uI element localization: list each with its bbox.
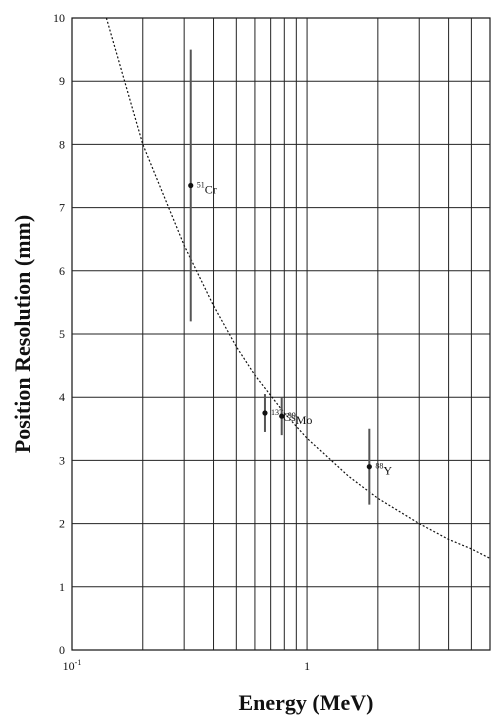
y-tick-label: 5 <box>59 327 65 341</box>
isotope-symbol: Cs <box>283 410 296 424</box>
x-tick-exponent: -1 <box>75 658 82 667</box>
fit-curve-group <box>105 17 491 559</box>
data-point-cr: 51Cr <box>188 49 217 322</box>
y-tick-label: 6 <box>59 264 65 278</box>
fit-curve <box>105 17 491 559</box>
data-point-mo: 99Mo <box>279 397 313 436</box>
y-tick-label: 9 <box>59 74 65 88</box>
isotope-symbol: Cr <box>205 182 217 196</box>
data-marker <box>366 464 372 470</box>
point-label: 137Cs <box>271 408 296 424</box>
y-tick-label: 7 <box>59 201 65 215</box>
data-marker <box>279 413 285 419</box>
data-point-cs: 137Cs <box>262 394 296 432</box>
y-tick-label: 1 <box>59 580 65 594</box>
isotope-symbol: Mo <box>296 413 313 427</box>
y-tick-label: 2 <box>59 517 65 531</box>
y-tick-label: 8 <box>59 137 65 151</box>
x-tick-label: 10-1 <box>63 658 82 673</box>
y-axis-title: Position Resolution (mm) <box>10 215 35 453</box>
isotope-mass: 99 <box>288 411 296 420</box>
point-label: 88Y <box>375 462 392 478</box>
grid-lines <box>72 18 491 650</box>
x-tick-labels: 10-1 1 <box>63 658 310 673</box>
isotope-mass: 51 <box>197 180 205 189</box>
y-tick-label: 4 <box>59 390 65 404</box>
isotope-mass: 88 <box>375 462 383 471</box>
point-label: 99Mo <box>288 411 313 427</box>
data-marker <box>262 410 268 416</box>
isotope-mass: 137 <box>271 408 283 417</box>
x-tick-label: 1 <box>304 659 310 673</box>
point-label: 51Cr <box>197 180 217 196</box>
y-tick-labels: 0 1 2 3 4 5 6 7 8 9 10 <box>53 11 65 657</box>
data-marker <box>188 182 194 189</box>
isotope-symbol: Y <box>383 464 392 478</box>
y-tick-label: 0 <box>59 643 65 657</box>
y-tick-label: 10 <box>53 11 65 25</box>
data-point-y: 88Y <box>366 428 392 505</box>
y-tick-label: 3 <box>59 453 65 467</box>
x-tick-base: 10 <box>63 659 75 673</box>
x-tick-base: 1 <box>304 659 310 673</box>
x-axis-title: Energy (MeV) <box>238 690 373 715</box>
